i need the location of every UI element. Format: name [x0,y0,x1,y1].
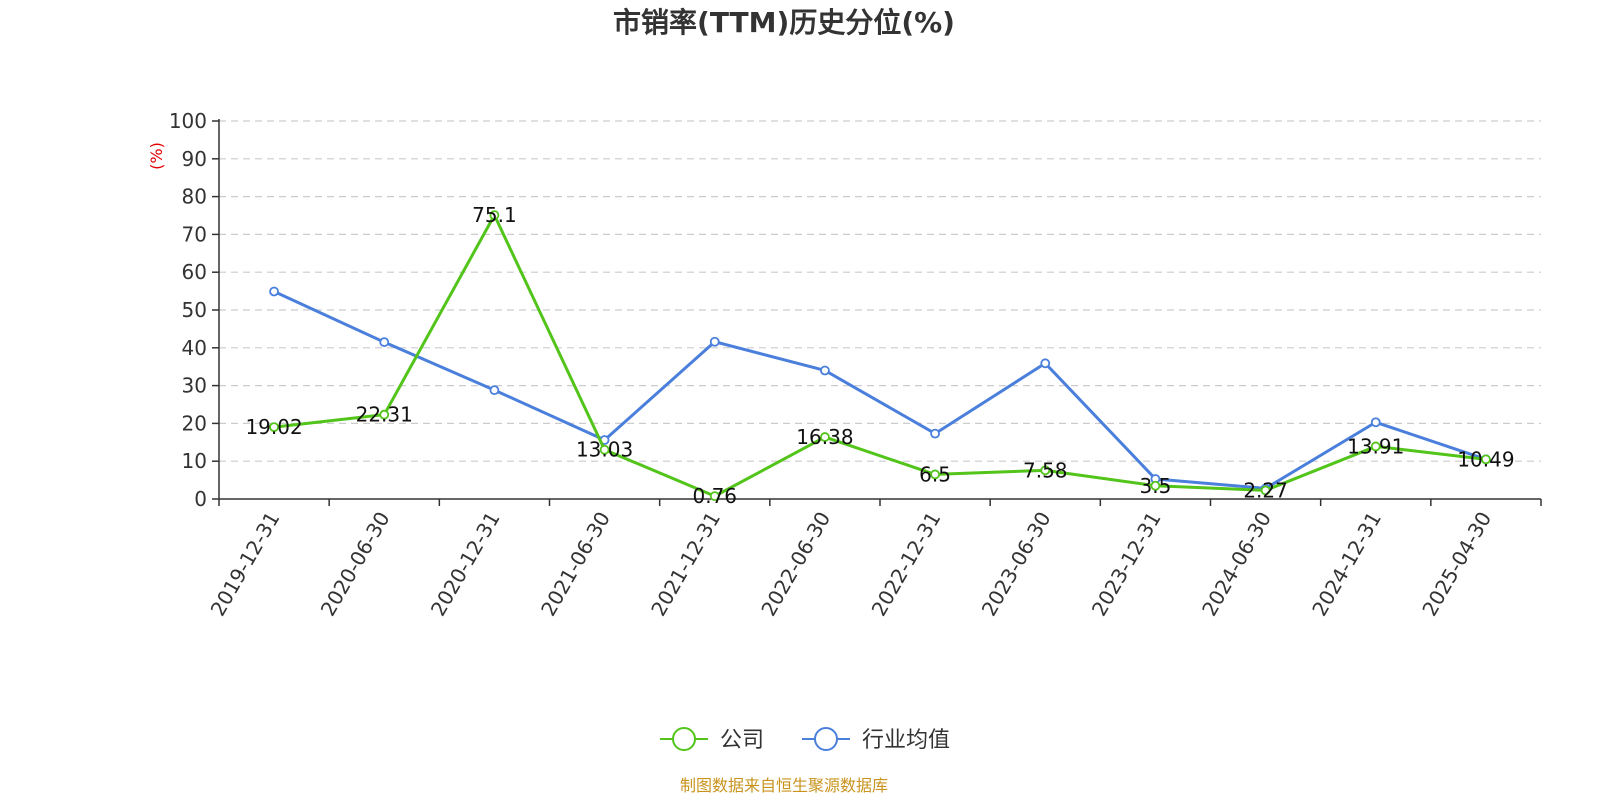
data-point [1370,441,1381,452]
data-label: 22.31 [356,403,413,427]
y-tick-labels: 0 10 20 30 40 50 60 70 80 90 100 [169,109,207,511]
data-point [1040,465,1051,476]
data-label: 16.38 [796,425,853,449]
x-tick-label: 2024-12-31 [1307,508,1386,621]
data-point [709,491,720,502]
data-point [379,409,390,420]
x-tick-label: 2022-06-30 [756,508,835,621]
legend-label: 行业均值 [862,728,950,753]
x-tick-label: 2019-12-31 [206,508,285,621]
x-tick-label: 2023-06-30 [977,508,1056,621]
data-label: 13.91 [1347,434,1404,458]
y-tick-label: 20 [182,411,207,435]
x-tick-label: 2023-12-31 [1087,508,1166,621]
data-point [489,385,500,396]
data-point [820,365,830,376]
y-tick-label: 40 [182,336,207,360]
x-tick-label: 2020-12-31 [426,507,505,620]
y-tick-label: 50 [182,298,207,322]
x-tick-label: 2020-06-30 [316,508,395,621]
data-label: 7.58 [1023,458,1068,482]
y-tick-label: 30 [182,374,207,398]
data-point [930,469,940,480]
x-tick-label: 2025-04-30 [1417,508,1496,621]
series-lines [269,210,1491,502]
grid-lines [219,120,1541,462]
data-label: 2.27 [1243,478,1288,502]
y-tick-label: 0 [194,487,207,511]
series-line [273,213,1487,498]
legend-marker [814,727,838,751]
data-label: 10.49 [1457,447,1514,471]
axes [212,119,1542,506]
legend-item[interactable]: 行业均值 [802,727,950,753]
source-note: 制图数据来自恒生聚源数据库 [680,776,888,795]
legend[interactable]: 公司 行业均值 [660,727,950,753]
data-point [379,337,390,348]
data-point [269,422,279,433]
data-point [599,444,610,455]
data-label: 13.03 [576,438,633,462]
series-line [273,290,1487,490]
data-labels: 19.02 22.31 75.1 13.03 0.76 16.38 6.5 7.58 3.5 2.… [245,203,1514,508]
legend-item[interactable]: 公司 [660,727,764,753]
x-tick-label: 2022-12-31 [867,507,946,620]
legend-label: 公司 [720,728,764,753]
data-point [709,336,720,347]
data-label: 19.02 [245,415,302,439]
data-point [930,428,940,439]
data-point [1260,485,1271,496]
data-label: 6.5 [919,462,951,486]
y-tick-label: 80 [182,185,207,209]
x-tick-label: 2024-06-30 [1197,508,1276,621]
x-tick-label: 2021-12-31 [646,508,725,621]
data-point [489,210,500,221]
y-tick-label: 100 [169,109,207,133]
data-point [820,432,830,442]
y-tick-label: 70 [182,222,207,246]
data-label: 0.76 [692,484,737,508]
legend-marker [672,727,696,751]
y-tick-label: 60 [182,260,207,284]
data-point [1370,417,1381,428]
data-label: 75.1 [472,203,517,227]
x-tick-labels: 2019-12-31 2020-06-30 2020-12-31 2021-06-30… [206,507,1497,620]
y-axis-label: (%) [147,142,166,170]
x-tick-label: 2021-06-30 [536,508,615,621]
data-point [1150,480,1161,491]
data-point [1040,358,1051,369]
data-label: 3.5 [1140,474,1172,498]
chart-title: 市销率(TTM)历史分位(%) [613,6,955,39]
data-point [1481,454,1491,465]
y-tick-label: 90 [182,147,207,171]
y-tick-label: 10 [182,449,207,473]
data-point [269,286,279,297]
